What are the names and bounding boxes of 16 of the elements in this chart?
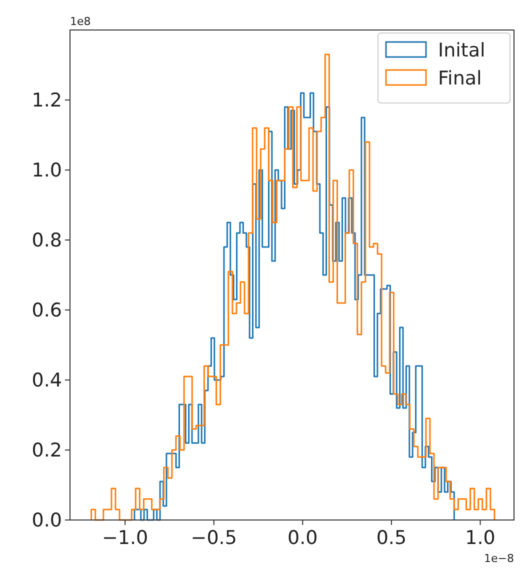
x-tick-label: −0.5 <box>190 527 237 549</box>
y-tick-label: 1.0 <box>32 160 62 182</box>
y-tick-label: 0.0 <box>32 510 62 532</box>
x-tick-label: −1.0 <box>102 527 148 549</box>
y-tick-label: 0.2 <box>32 440 62 462</box>
y-tick-label: 0.6 <box>32 300 62 322</box>
y-tick-label: 0.4 <box>32 370 62 392</box>
x-tick-label: 0.0 <box>288 527 318 549</box>
x-tick-label: 0.5 <box>376 527 407 549</box>
text: 1e8 <box>70 15 91 28</box>
legend-label: Final <box>438 68 482 90</box>
x-tick-label: 1.0 <box>465 527 496 549</box>
legend-label: Inital <box>438 40 486 62</box>
y-tick-label: 0.8 <box>32 230 62 252</box>
text: 1e−8 <box>484 552 514 565</box>
y-tick-label: 1.2 <box>32 90 62 112</box>
